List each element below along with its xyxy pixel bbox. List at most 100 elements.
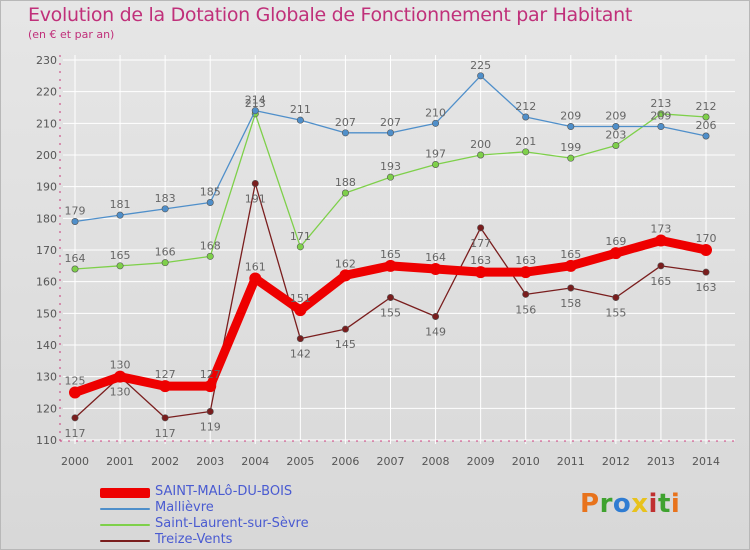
data-label: 165	[380, 248, 401, 261]
data-label: 179	[65, 205, 86, 218]
data-point	[341, 325, 349, 333]
data-label: 155	[380, 307, 401, 320]
data-point	[564, 259, 577, 272]
legend-label: Saint-Laurent-sur-Sèvre	[155, 516, 309, 531]
data-label: 117	[155, 427, 176, 440]
proxiti-logo: Proxiti	[580, 489, 680, 519]
data-point	[294, 304, 307, 317]
y-tick-label: 170	[36, 244, 57, 257]
data-label: 149	[425, 326, 446, 339]
data-label: 181	[110, 198, 131, 211]
y-tick-label: 190	[36, 181, 57, 194]
data-point	[702, 113, 710, 121]
x-tick-label: 2006	[331, 455, 359, 468]
logo-letter: x	[631, 489, 649, 519]
legend-swatch	[100, 508, 150, 510]
data-point	[657, 123, 665, 131]
data-label: 127	[200, 368, 221, 381]
data-label: 127	[155, 368, 176, 381]
data-label: 145	[335, 338, 356, 351]
data-label: 203	[605, 129, 626, 142]
data-label: 155	[605, 307, 626, 320]
data-label: 188	[335, 176, 356, 189]
data-label: 200	[470, 138, 491, 151]
data-point	[339, 269, 352, 282]
data-point	[477, 224, 485, 232]
y-tick-label: 210	[36, 117, 57, 130]
data-point	[116, 211, 124, 219]
data-label: 212	[515, 100, 536, 113]
data-label: 169	[605, 235, 626, 248]
data-point	[71, 265, 79, 273]
data-point	[249, 272, 262, 285]
data-point	[702, 268, 710, 276]
data-point	[161, 205, 169, 213]
x-tick-label: 2010	[512, 455, 540, 468]
x-tick-label: 2003	[196, 455, 224, 468]
data-label: 209	[605, 110, 626, 123]
data-label: 171	[290, 230, 311, 243]
legend-item: Saint-Laurent-sur-Sèvre	[100, 516, 360, 532]
y-tick-label: 180	[36, 212, 57, 225]
data-label: 125	[65, 375, 86, 388]
x-tick-label: 2001	[106, 455, 134, 468]
data-point	[114, 370, 127, 383]
data-point	[567, 154, 575, 162]
legend-swatch	[100, 540, 150, 542]
data-label: 168	[200, 239, 221, 252]
chart-legend: SAINT-MALô-DU-BOIS Mallièvre Saint-Laurent…	[100, 484, 360, 548]
data-label: 161	[245, 261, 266, 274]
data-label: 151	[290, 292, 311, 305]
data-point	[69, 386, 81, 399]
data-label: 199	[560, 141, 581, 154]
data-label: 163	[515, 254, 536, 267]
y-tick-label: 160	[36, 276, 57, 289]
data-label: 163	[470, 254, 491, 267]
x-tick-label: 2005	[286, 455, 314, 468]
data-point	[700, 244, 712, 256]
logo-letter: i	[648, 489, 658, 519]
legend-item: Mallièvre	[100, 500, 360, 516]
data-point	[612, 142, 620, 150]
data-point	[161, 414, 169, 422]
data-point	[341, 129, 349, 137]
y-tick-label: 120	[36, 402, 57, 415]
data-label: 197	[425, 148, 446, 161]
data-point	[474, 266, 487, 279]
data-label: 165	[650, 275, 671, 288]
data-label: 211	[290, 103, 311, 116]
y-tick-label: 230	[36, 54, 57, 67]
data-point	[296, 116, 304, 124]
data-label: 142	[290, 348, 311, 361]
data-label: 193	[380, 160, 401, 173]
data-label: 209	[650, 110, 671, 123]
data-label: 177	[470, 237, 491, 250]
legend-item: Treize-Vents	[100, 532, 360, 548]
data-label: 185	[200, 186, 221, 199]
chart-subtitle: (en € et par an)	[28, 28, 115, 41]
data-point	[429, 263, 442, 275]
data-label: 164	[65, 252, 86, 265]
data-label: 201	[515, 135, 536, 148]
data-point	[341, 189, 349, 197]
data-point	[116, 262, 124, 270]
data-point	[159, 380, 172, 393]
logo-letter: i	[670, 489, 681, 519]
legend-label: Mallièvre	[155, 500, 214, 515]
data-point	[206, 407, 214, 415]
x-tick-label: 2012	[602, 455, 630, 468]
line-chart: 110 120 130 140 150 160 170 180 190 200 210 220 230 2…	[36, 54, 735, 468]
data-label: 119	[200, 421, 221, 434]
data-label: 166	[155, 246, 176, 259]
data-label: 165	[110, 249, 131, 262]
data-point	[657, 110, 665, 118]
data-point	[206, 252, 214, 260]
data-point	[432, 312, 440, 320]
data-label: 164	[425, 251, 446, 264]
data-label: 207	[380, 116, 401, 129]
logo-letter: t	[657, 489, 671, 519]
data-point	[657, 262, 665, 270]
data-label: 170	[696, 232, 717, 245]
data-point	[609, 247, 622, 260]
data-point	[251, 180, 259, 188]
